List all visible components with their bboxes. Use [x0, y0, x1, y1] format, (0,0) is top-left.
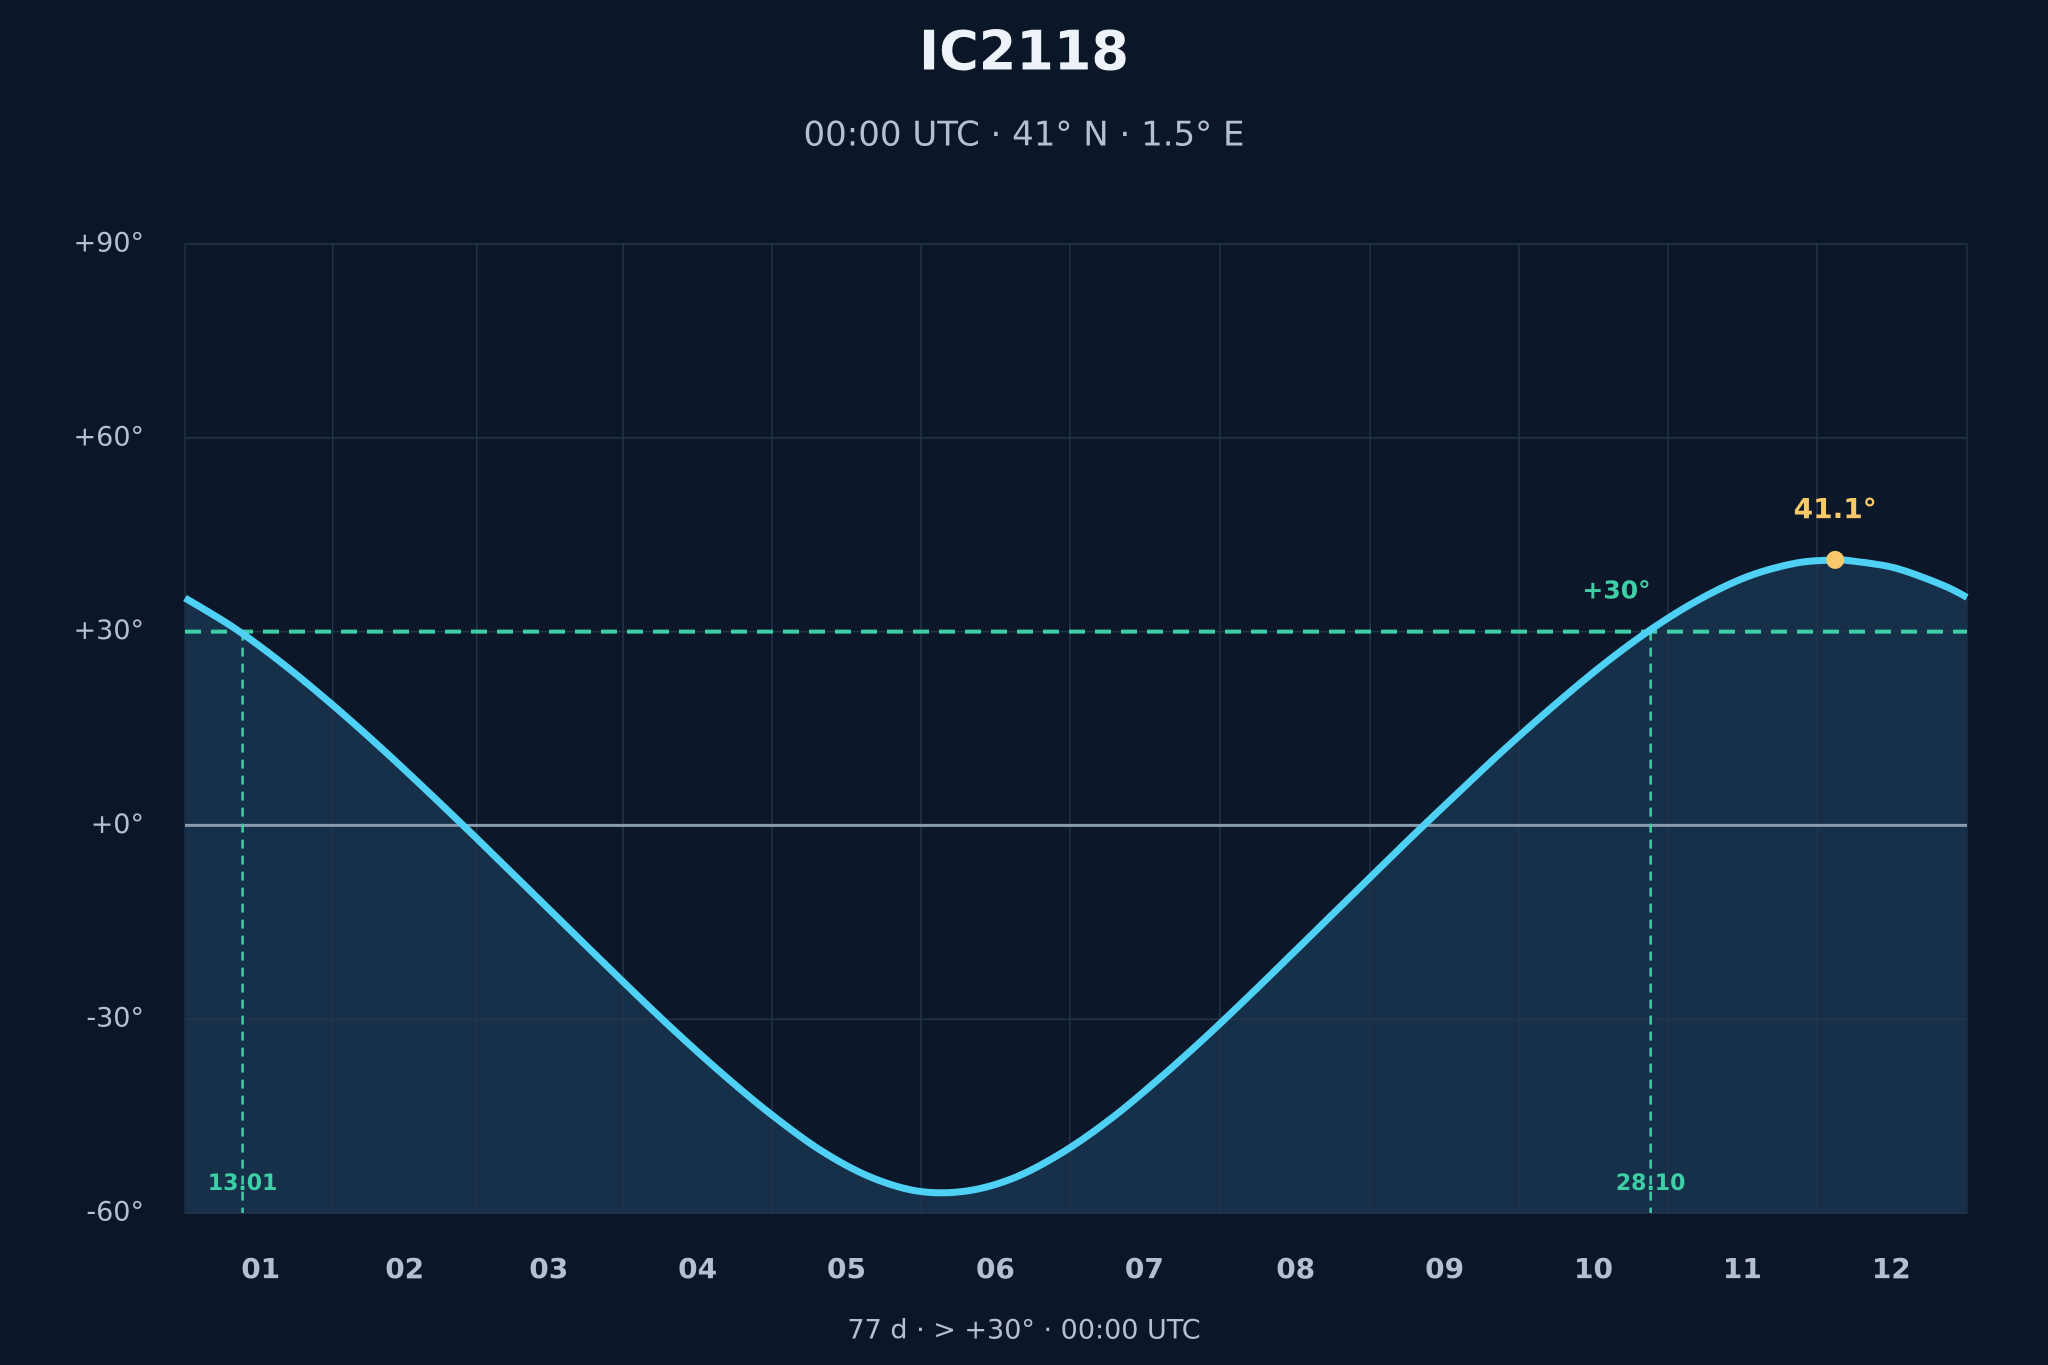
x-tick-label: 12 [1872, 1252, 1911, 1285]
x-tick-label: 11 [1723, 1252, 1762, 1285]
x-tick-label: 08 [1276, 1252, 1315, 1285]
peak-label: 41.1° [1794, 492, 1877, 525]
crossing-label: 13.01 [208, 1171, 278, 1196]
y-tick-label: -30° [86, 1003, 144, 1034]
line [183, 555, 1969, 1197]
y-tick-label: +90° [74, 228, 144, 259]
x-tick-label: 03 [529, 1252, 568, 1285]
y-tick-label: +60° [74, 421, 144, 452]
x-tick-label: 01 [241, 1252, 280, 1285]
y-tick-label: +30° [74, 615, 144, 646]
x-tick-label: 04 [678, 1252, 717, 1285]
peak-marker [1826, 550, 1845, 569]
x-tick-label: 07 [1125, 1252, 1164, 1285]
threshold-label: +30° [1582, 576, 1650, 605]
x-tick-label: 10 [1574, 1252, 1613, 1285]
x-tick-label: 06 [976, 1252, 1015, 1285]
x-tick-label: 05 [827, 1252, 866, 1285]
area [185, 559, 1967, 1213]
y-tick-label: +0° [91, 809, 144, 840]
chart-title: IC2118 [919, 20, 1129, 83]
y-tick-label: -60° [86, 1197, 144, 1228]
chart-subtitle: 00:00 UTC · 41° N · 1.5° E [804, 115, 1245, 155]
x-tick-label: 09 [1425, 1252, 1464, 1285]
crossing-label: 28.10 [1616, 1171, 1686, 1196]
chart-footer: 77 d · > +30° · 00:00 UTC [847, 1315, 1200, 1346]
x-tick-label: 02 [385, 1252, 424, 1285]
